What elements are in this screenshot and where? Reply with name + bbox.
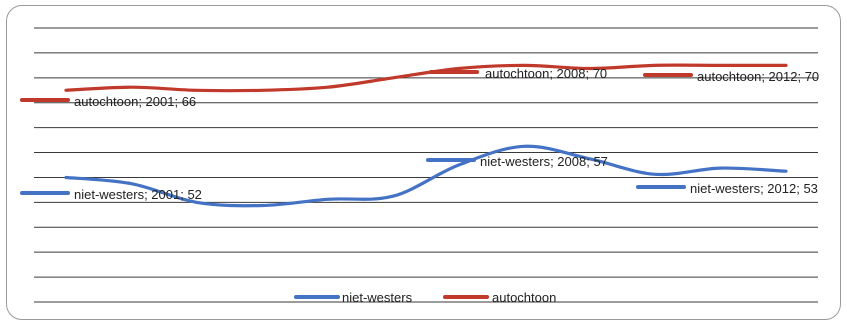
legend-item-autochtoon: autochtoon — [443, 290, 556, 305]
legend: niet-westers autochtoon — [294, 290, 556, 305]
data-label: niet-westers; 2008; 57 — [426, 154, 608, 169]
data-label-text: autochtoon; 2008; 70 — [485, 66, 607, 81]
data-labels: autochtoon; 2001; 66 autochtoon; 2008; 70… — [20, 66, 819, 202]
legend-label: autochtoon — [492, 290, 556, 305]
data-label: niet-westers; 2012; 53 — [636, 181, 818, 196]
data-label-text: autochtoon; 2001; 66 — [74, 94, 196, 109]
data-label: autochtoon; 2012; 70 — [643, 69, 819, 84]
data-label-text: autochtoon; 2012; 70 — [697, 69, 819, 84]
data-label-text: niet-westers; 2001; 52 — [74, 187, 202, 202]
data-label: autochtoon; 2008; 70 — [429, 66, 607, 81]
data-label: autochtoon; 2001; 66 — [20, 94, 196, 109]
legend-label: niet-westers — [342, 290, 413, 305]
gridlines — [34, 27, 818, 303]
data-label-text: niet-westers; 2012; 53 — [690, 181, 818, 196]
data-label: niet-westers; 2001; 52 — [20, 187, 202, 202]
data-label-text: niet-westers; 2008; 57 — [480, 154, 608, 169]
series-line-niet-westers — [64, 144, 788, 208]
series-lines — [64, 63, 788, 208]
legend-item-niet-westers: niet-westers — [294, 290, 413, 305]
chart-frame — [6, 5, 841, 320]
series-line-autochtoon — [64, 63, 788, 93]
